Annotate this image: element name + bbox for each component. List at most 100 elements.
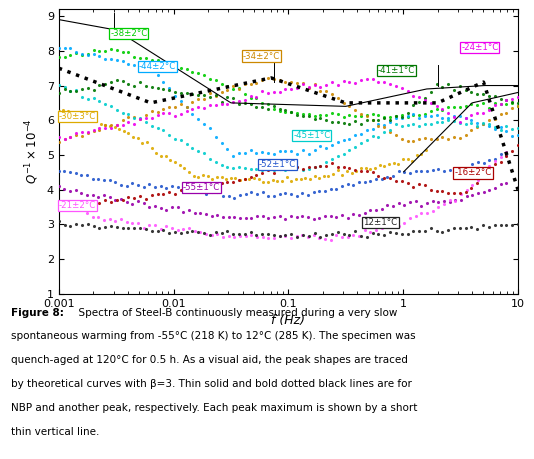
Point xyxy=(339,231,348,238)
Point xyxy=(372,207,380,214)
Point xyxy=(252,150,261,157)
Point xyxy=(89,222,98,230)
Point xyxy=(450,112,458,120)
Point xyxy=(334,95,342,102)
Point xyxy=(349,181,358,189)
Point xyxy=(270,166,278,173)
Point xyxy=(139,224,148,231)
Point xyxy=(304,213,312,221)
Point xyxy=(479,109,488,117)
Point xyxy=(270,88,278,95)
Point xyxy=(415,94,423,101)
Point xyxy=(391,131,400,138)
Point xyxy=(161,153,170,160)
Point xyxy=(89,191,97,199)
Point xyxy=(508,100,516,107)
Point xyxy=(378,175,386,182)
Text: -55±1°C: -55±1°C xyxy=(183,184,220,192)
Point xyxy=(185,207,193,214)
Point xyxy=(177,101,185,108)
Point xyxy=(451,196,460,204)
Point xyxy=(349,211,358,218)
Point xyxy=(147,84,156,91)
Point xyxy=(111,217,120,224)
Point xyxy=(485,223,493,230)
Point xyxy=(117,195,125,202)
Point xyxy=(159,226,168,233)
Point xyxy=(496,111,505,118)
Point xyxy=(380,128,389,135)
Point xyxy=(264,89,272,96)
Point xyxy=(180,165,189,172)
Point xyxy=(276,165,284,173)
Point xyxy=(444,115,452,122)
Point xyxy=(82,113,91,121)
Point xyxy=(241,190,250,197)
Point xyxy=(100,216,108,224)
Point xyxy=(322,158,331,166)
Point xyxy=(182,65,191,73)
Point xyxy=(415,115,423,122)
Point xyxy=(444,116,452,123)
Point xyxy=(462,192,471,200)
Point xyxy=(236,232,245,240)
Point xyxy=(147,65,156,73)
Point xyxy=(409,93,418,100)
Point xyxy=(339,151,348,158)
Point xyxy=(113,196,121,204)
Point xyxy=(299,147,307,154)
Point xyxy=(153,84,162,92)
Point xyxy=(66,133,75,140)
Point xyxy=(200,150,208,157)
Point xyxy=(409,101,418,109)
Point xyxy=(101,101,109,108)
Point xyxy=(130,224,139,231)
Point xyxy=(298,212,307,219)
Point xyxy=(386,80,395,88)
Point xyxy=(281,231,290,239)
Point xyxy=(203,173,212,180)
Point xyxy=(188,106,197,113)
Point xyxy=(60,168,69,175)
Point xyxy=(502,151,511,159)
Point xyxy=(368,168,377,175)
Point xyxy=(115,125,123,132)
Point xyxy=(246,94,255,101)
Point xyxy=(211,91,220,99)
Point xyxy=(380,78,389,86)
Point xyxy=(322,144,331,151)
Point xyxy=(467,100,476,107)
Point xyxy=(60,85,69,93)
Point xyxy=(156,204,165,212)
Point xyxy=(246,146,255,153)
Point xyxy=(240,90,249,97)
Point xyxy=(72,206,80,213)
Point xyxy=(427,89,435,96)
Point xyxy=(485,162,494,170)
Point xyxy=(403,138,412,145)
Point xyxy=(107,223,115,230)
Point xyxy=(217,139,226,146)
Point xyxy=(366,207,375,214)
Point xyxy=(304,191,312,199)
Point xyxy=(185,224,193,231)
Point xyxy=(417,202,426,209)
Point xyxy=(130,113,139,120)
Point xyxy=(258,149,266,156)
Point xyxy=(514,124,522,132)
Point xyxy=(136,192,144,199)
Point xyxy=(281,108,290,115)
Point xyxy=(450,103,458,111)
Point xyxy=(142,115,150,122)
Point xyxy=(188,144,197,151)
Point xyxy=(136,55,144,62)
Point xyxy=(223,178,232,185)
Point xyxy=(293,233,301,241)
Point xyxy=(134,181,143,188)
Point xyxy=(374,134,383,141)
Point xyxy=(54,217,63,224)
Point xyxy=(159,190,168,198)
Point xyxy=(334,81,342,88)
Point xyxy=(338,211,347,218)
Point xyxy=(78,221,87,229)
